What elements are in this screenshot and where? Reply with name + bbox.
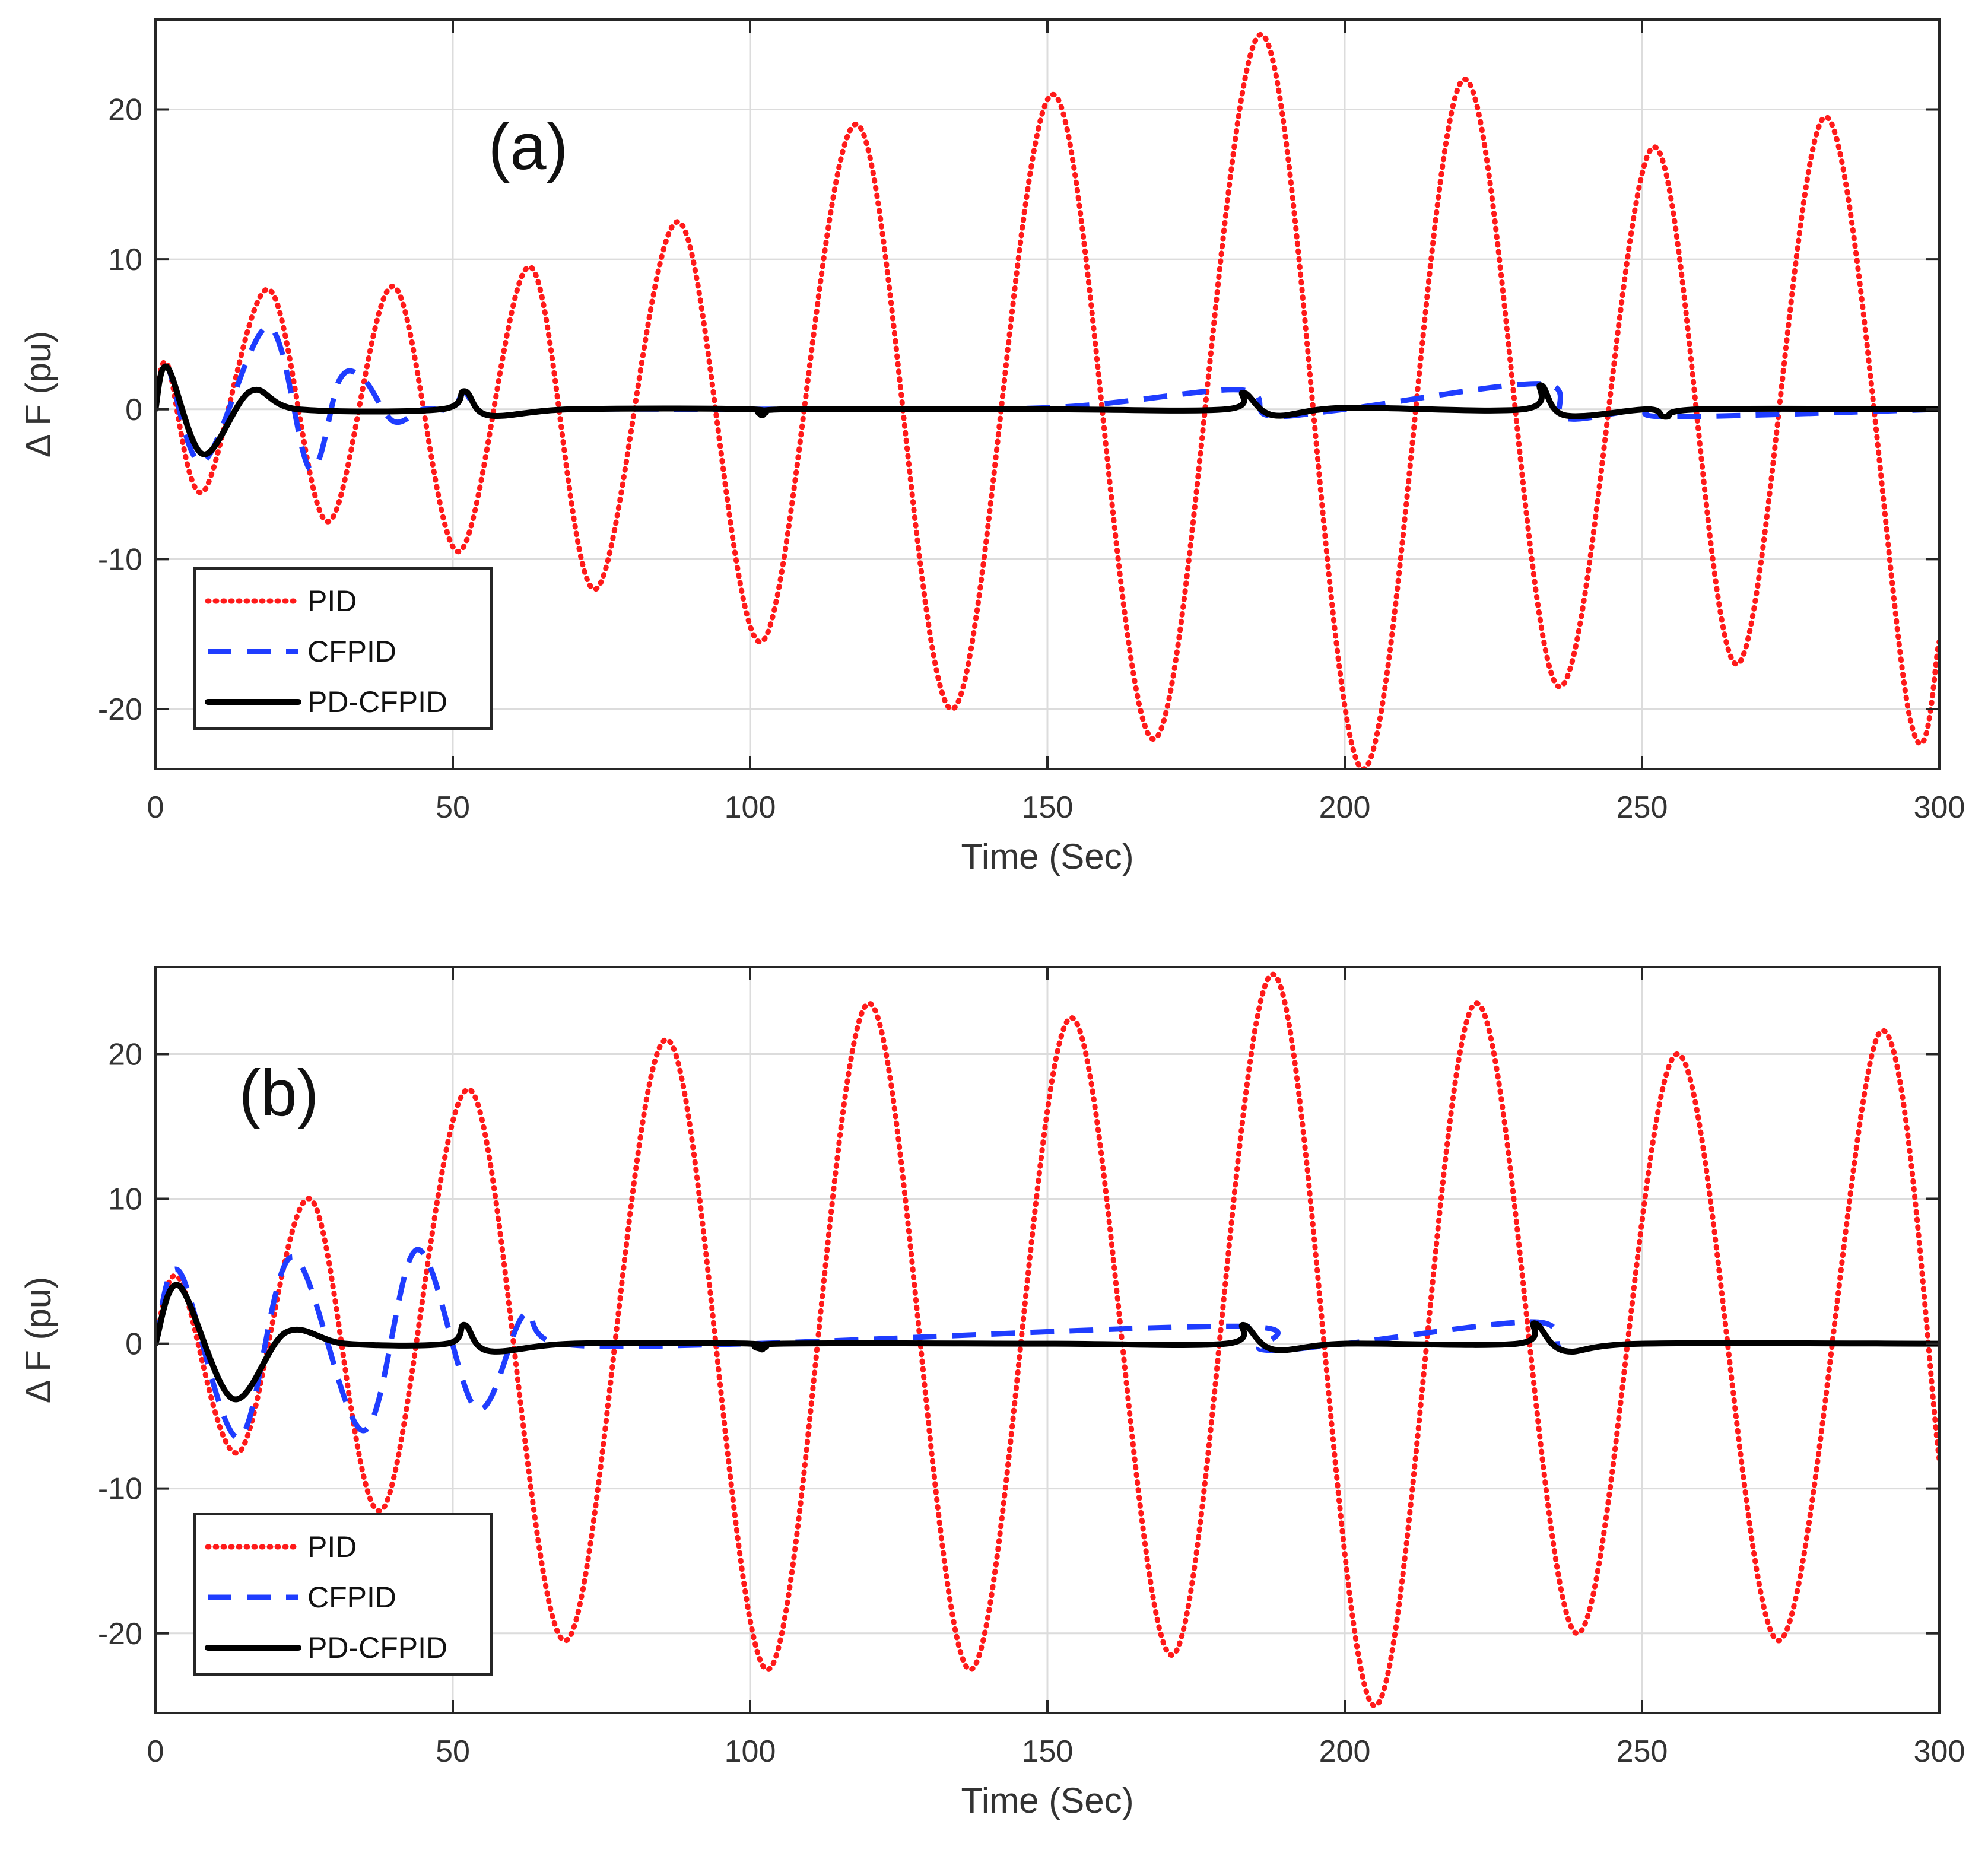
series-line-pd-cfpid [155,363,1939,457]
series-group [155,31,1939,769]
x-axis-label: Time (Sec) [961,1781,1133,1820]
y-tick-label: -10 [98,542,142,577]
panel-b: 0 50 100 150 200 250 300 -20 -10 0 10 20 Time (Sec) Δ… [18,966,1965,1820]
x-tick-label: 100 [725,790,776,825]
x-tick-label: 0 [147,1734,164,1769]
x-tick-label: 150 [1022,1734,1074,1769]
legend-label: PID [307,584,357,618]
x-tick-label: 50 [436,790,470,825]
y-tick-label: 10 [108,1183,142,1217]
x-tick-label: 300 [1914,790,1965,825]
x-tick-label: 250 [1617,790,1668,825]
legend-label: PD-CFPID [307,685,447,719]
x-tick-label: 250 [1617,1734,1668,1769]
y-axis-label: Δ F (pu) [18,1277,58,1403]
y-tick-label: 10 [108,243,142,277]
panel-a: 0 50 100 150 200 250 300 -20 -10 0 10 20 Time (Sec) Δ… [18,18,1965,876]
x-tick-label: 200 [1319,1734,1371,1769]
series-line-pid [155,971,1939,1709]
panel-label: (b) [239,1057,319,1130]
legend-label: PD-CFPID [307,1631,447,1664]
legend-label: CFPID [307,1581,396,1614]
y-tick-label: 20 [108,1037,142,1072]
y-tick-label: 0 [125,393,142,427]
y-tick-label: -10 [98,1472,142,1507]
legend-label: CFPID [307,635,396,668]
y-tick-label: 0 [125,1327,142,1362]
x-tick-label: 100 [725,1734,776,1769]
x-tick-label: 300 [1914,1734,1965,1769]
x-tick-label: 50 [436,1734,470,1769]
y-tick-label: -20 [98,692,142,727]
series-line-pid [155,31,1939,769]
series-group [155,971,1939,1709]
x-tick-label: 150 [1022,790,1074,825]
y-axis-label: Δ F (pu) [18,331,58,457]
legend: PID CFPID PD-CFPID [193,1513,493,1676]
y-tick-label: -20 [98,1617,142,1651]
panel-label: (a) [488,110,568,183]
legend: PID CFPID PD-CFPID [193,567,493,730]
series-line-pd-cfpid [155,1282,1939,1403]
x-tick-label: 200 [1319,790,1371,825]
x-tick-label: 0 [147,790,164,825]
y-tick-label: 20 [108,93,142,128]
x-axis-label: Time (Sec) [961,837,1133,876]
legend-label: PID [307,1530,357,1563]
